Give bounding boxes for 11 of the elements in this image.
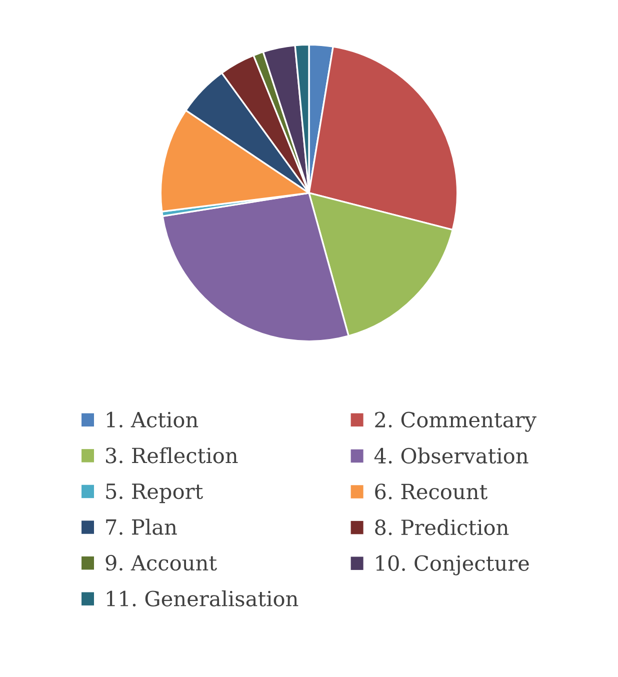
legend-label: 5. Report — [106, 484, 203, 504]
legend-label: 7. Plan — [106, 518, 177, 535]
legend-label: 3. Reflection — [106, 447, 238, 464]
legend-label: 11. Generalisation — [106, 590, 298, 606]
legend-label: 6. Recount — [375, 484, 488, 500]
legend-label: 1. Action — [106, 412, 198, 428]
legend-label: 10. Conjecture — [376, 555, 529, 576]
legend-label: 9. Account — [106, 554, 217, 571]
legend-label: 8. Prediction — [375, 519, 509, 536]
legend-label: 4. Observation — [374, 447, 528, 464]
legend-label: 2. Commentary — [375, 412, 536, 432]
